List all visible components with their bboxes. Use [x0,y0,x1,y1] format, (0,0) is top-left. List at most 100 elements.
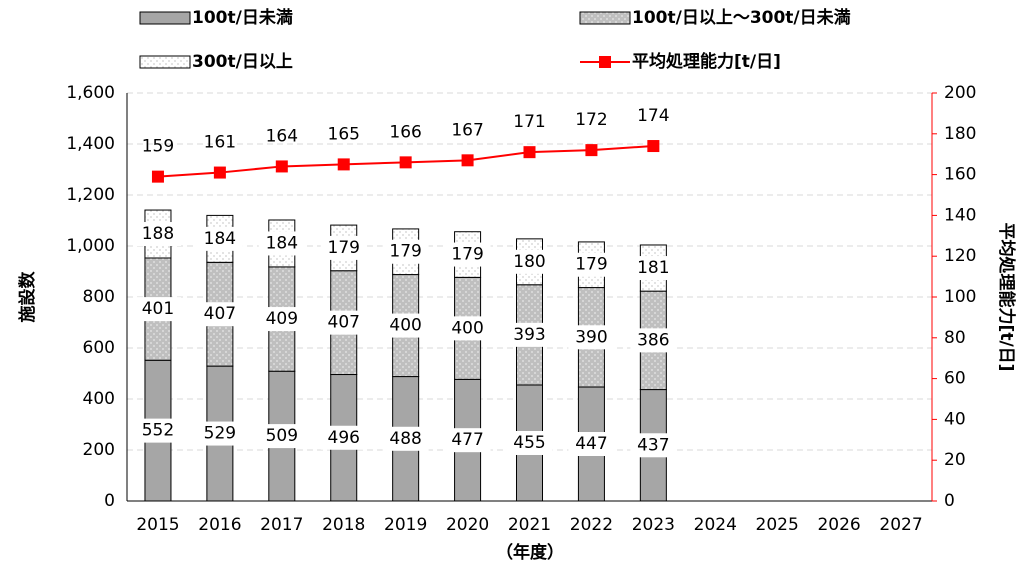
line-marker [647,140,660,153]
data-label-bg [196,226,243,251]
line-marker [399,156,412,169]
line-marker [337,158,350,171]
data-label: 447 [575,434,607,454]
data-label-bg [444,428,491,453]
y-tick-label: 0 [104,491,115,511]
y-tick-label: 400 [83,389,115,409]
line-data-label: 172 [575,110,607,130]
y-tick-label: 1,400 [66,134,115,154]
data-label: 400 [451,318,483,338]
legend-marker [599,56,611,68]
data-label-bg [320,425,367,450]
line-marker [151,170,164,183]
y-tick-label: 600 [83,338,115,358]
data-label-bg [134,418,181,443]
data-label: 407 [328,313,360,333]
line-marker [585,144,598,157]
data-label: 401 [142,299,174,319]
y2-tick-label: 140 [944,205,976,225]
line-data-label: 164 [266,126,298,146]
y2-tick-label: 200 [944,83,976,103]
data-label-bg [258,424,305,449]
data-label: 179 [451,245,483,265]
legend-swatch [139,11,191,25]
data-label: 437 [637,435,669,455]
data-label: 400 [389,316,421,336]
data-label: 184 [204,229,236,249]
line-marker [523,146,536,159]
data-label-bg [630,328,677,353]
y-tick-label: 200 [83,440,115,460]
data-label-bg [134,297,181,322]
data-label-bg [258,307,305,332]
data-label-bg [320,310,367,335]
data-label-bg [258,231,305,256]
y2-tick-label: 120 [944,246,976,266]
data-label-bg [630,256,677,281]
x-tick-label: 2022 [570,515,613,535]
data-label: 188 [142,224,174,244]
data-label: 179 [328,238,360,258]
data-label: 488 [389,429,421,449]
line-data-label: 166 [389,122,421,142]
x-tick-label: 2024 [694,515,737,535]
x-tick-label: 2025 [756,515,799,535]
x-tick-label: 2019 [384,515,427,535]
data-label: 181 [637,258,669,278]
y2-tick-label: 60 [944,369,966,389]
line-marker [275,160,288,173]
data-label: 455 [513,433,545,453]
x-tick-label: 2026 [817,515,860,535]
data-label-bg [196,421,243,446]
y2-tick-label: 0 [944,491,955,511]
data-label-bg [196,302,243,327]
y-tick-label: 800 [83,287,115,307]
data-label: 552 [142,421,174,441]
legend-swatch [139,55,191,69]
x-tick-label: 2021 [508,515,551,535]
line-data-label: 159 [142,137,174,157]
data-label-bg [630,433,677,458]
data-label-bg [382,239,429,264]
legend-label: 100t/日未満 [192,7,293,28]
data-label: 393 [513,325,545,345]
data-label-bg [506,322,553,347]
data-label-bg [382,313,429,338]
y2-tick-label: 80 [944,328,966,348]
legend-swatch [579,11,631,25]
data-label: 179 [389,242,421,262]
data-label: 179 [575,255,607,275]
data-label: 477 [451,430,483,450]
x-tick-label: 2018 [322,515,365,535]
line-marker [461,154,474,167]
y2-tick-label: 180 [944,124,976,144]
data-label: 407 [204,304,236,324]
y2-tick-label: 160 [944,165,976,185]
data-label: 409 [266,309,298,329]
legend-label: 100t/日以上～300t/日未満 [632,7,851,28]
x-tick-label: 2020 [446,515,489,535]
legend-label: 300t/日以上 [192,52,293,72]
y-tick-label: 1,200 [66,185,115,205]
data-label: 184 [266,233,298,253]
x-tick-label: 2023 [632,515,675,535]
data-label: 390 [575,327,607,347]
data-label-bg [134,222,181,247]
y2-axis-label: 平均処理能力[t/日] [996,223,1017,372]
data-label-bg [320,235,367,260]
x-tick-label: 2015 [136,515,179,535]
line-data-label: 161 [204,133,236,153]
data-label-bg [444,316,491,341]
line-data-label: 174 [637,106,669,126]
data-label-bg [568,252,615,277]
data-label-bg [568,325,615,350]
line-data-label: 167 [451,120,483,140]
line-data-label: 171 [513,112,545,132]
line-data-label: 165 [328,124,360,144]
data-label-bg [506,430,553,455]
data-label: 529 [204,424,236,444]
data-label: 509 [266,426,298,446]
x-axis-label: （年度） [496,542,564,563]
y-tick-label: 1,600 [66,83,115,103]
